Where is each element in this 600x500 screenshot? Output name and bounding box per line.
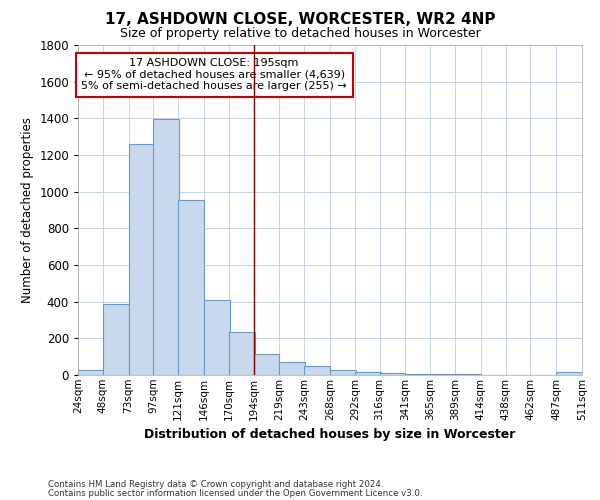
Bar [330,370,356,375]
Bar [128,144,154,375]
Text: Size of property relative to detached houses in Worcester: Size of property relative to detached ho… [119,28,481,40]
Bar [406,374,431,375]
Text: Contains HM Land Registry data © Crown copyright and database right 2024.: Contains HM Land Registry data © Crown c… [48,480,383,489]
Y-axis label: Number of detached properties: Number of detached properties [20,117,34,303]
Text: 17 ASHDOWN CLOSE: 195sqm
← 95% of detached houses are smaller (4,639)
5% of semi: 17 ASHDOWN CLOSE: 195sqm ← 95% of detach… [81,58,347,92]
Bar [304,366,330,375]
Bar [154,119,179,375]
Bar [103,304,128,375]
Bar [254,354,280,375]
Bar [280,362,305,375]
Bar [455,374,481,375]
Bar [178,200,204,375]
Bar [380,373,406,375]
Bar [78,370,104,375]
Bar [229,332,254,375]
Bar [556,372,582,375]
Text: 17, ASHDOWN CLOSE, WORCESTER, WR2 4NP: 17, ASHDOWN CLOSE, WORCESTER, WR2 4NP [105,12,495,28]
Bar [430,374,456,375]
X-axis label: Distribution of detached houses by size in Worcester: Distribution of detached houses by size … [145,428,515,441]
Text: Contains public sector information licensed under the Open Government Licence v3: Contains public sector information licen… [48,488,422,498]
Bar [204,300,230,375]
Bar [355,372,380,375]
